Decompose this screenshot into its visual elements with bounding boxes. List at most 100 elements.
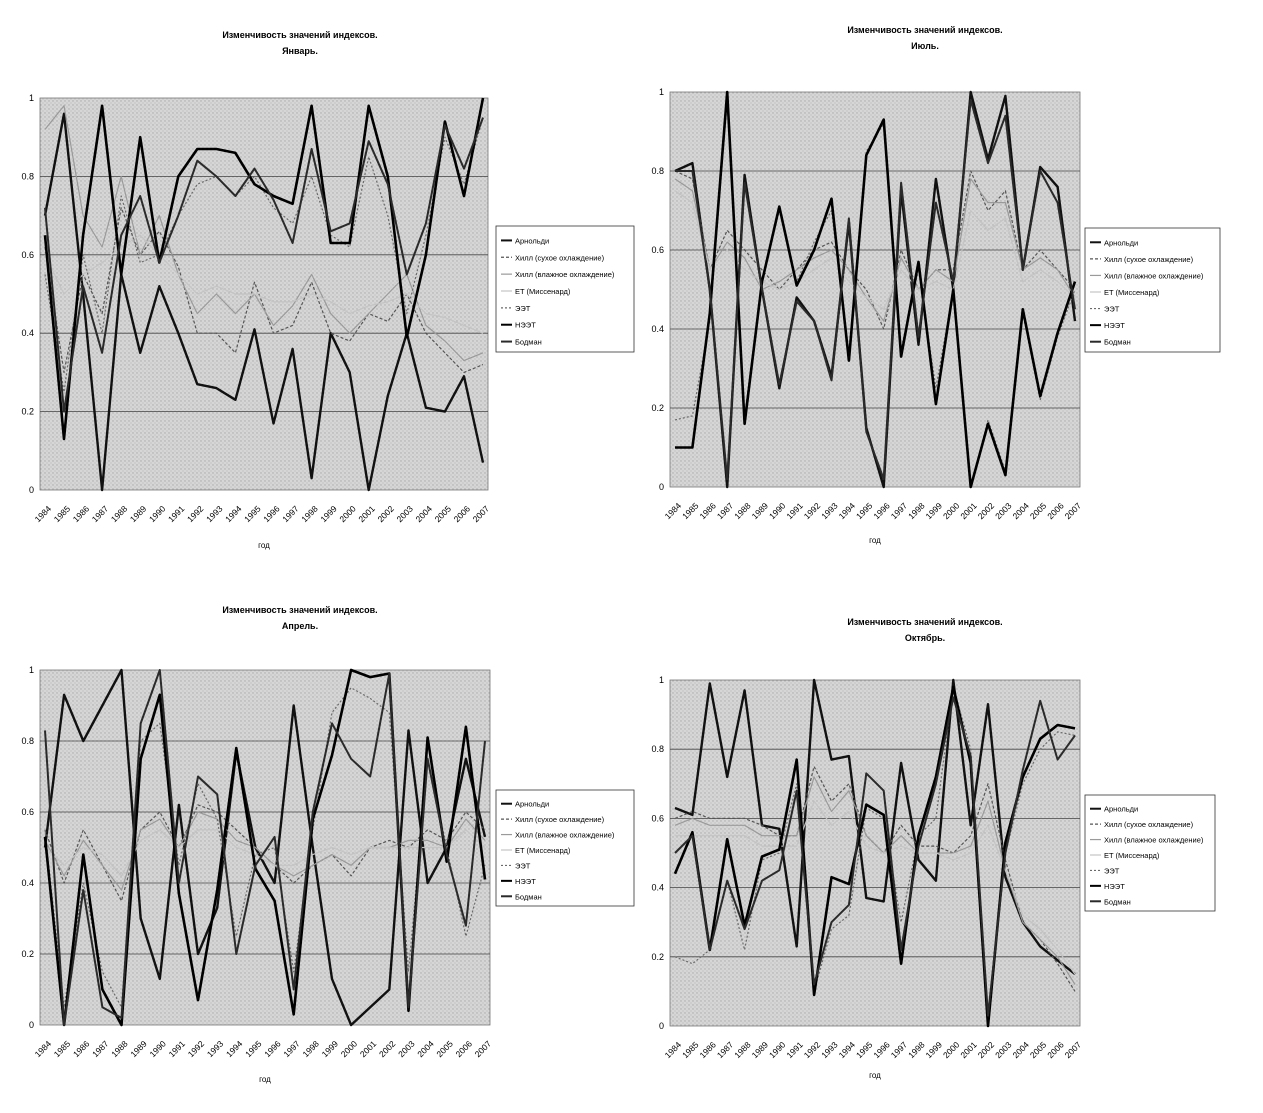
x-tick-label: 1986: [697, 1039, 718, 1060]
x-tick-label: 2002: [375, 503, 396, 524]
y-tick-label: 0.2: [651, 403, 664, 413]
x-axis-label: год: [258, 541, 270, 550]
x-tick-label: 1985: [680, 500, 701, 521]
chart-panel-1: Изменчивость значений индексов. Январь. 0 0…: [21, 30, 635, 550]
chart-title: Изменчивость значений индексов.: [847, 25, 1002, 35]
x-tick-label: 1992: [802, 500, 823, 521]
x-tick-label: 2006: [452, 503, 473, 524]
x-tick-label: 2001: [958, 500, 979, 521]
x-axis-label: год: [869, 536, 881, 545]
legend-entry: Хилл (влажное охлаждение): [1104, 836, 1204, 845]
x-tick-label: 1990: [147, 503, 168, 524]
y-tick-label: 1: [29, 93, 34, 103]
x-tick-label: 1994: [223, 503, 244, 524]
y-tick-label: 0.8: [21, 736, 34, 746]
x-tick-label: 1985: [52, 503, 73, 524]
x-tick-label: 1987: [715, 500, 736, 521]
x-tick-label: 1989: [128, 1038, 149, 1059]
x-tick-label: 1995: [242, 503, 263, 524]
x-tick-label: 1987: [90, 1038, 111, 1059]
chart-title: Изменчивость значений индексов.: [847, 617, 1002, 627]
x-tick-label: 1988: [109, 503, 130, 524]
x-tick-label: 1995: [854, 500, 875, 521]
y-tick-label: 0.2: [21, 407, 34, 417]
legend-entry: Бодман: [515, 338, 542, 347]
x-tick-label: 1984: [33, 1038, 54, 1059]
x-tick-label: 1990: [147, 1038, 168, 1059]
x-tick-label: 1988: [109, 1038, 130, 1059]
x-tick-label: 1999: [320, 1038, 341, 1059]
x-tick-label: 1998: [906, 1039, 927, 1060]
legend-entry: Бодман: [1104, 338, 1131, 347]
x-tick-label: 2001: [358, 1038, 379, 1059]
legend-entry: ET (Миссенард): [515, 287, 571, 296]
x-tick-label: 2004: [1010, 500, 1031, 521]
x-tick-label: 1987: [715, 1039, 736, 1060]
series-line-6: [673, 685, 1076, 1028]
legend-entry: Хилл (сухое охлаждение): [1104, 820, 1194, 829]
legend-entry: НЭЭТ: [1104, 882, 1125, 891]
legend-entry: Арнольди: [1104, 805, 1138, 814]
series-line-3: [44, 811, 486, 891]
legend-entry: ЭЭТ: [515, 304, 531, 313]
x-tick-label: 1999: [924, 500, 945, 521]
legend-entry: Арнольди: [515, 800, 549, 809]
y-tick-label: 0: [29, 1020, 34, 1030]
series-line-4: [674, 190, 1076, 310]
series-line-1: [674, 678, 1076, 976]
x-tick-label: 1996: [871, 500, 892, 521]
x-tick-label: 1991: [167, 1038, 188, 1059]
x-tick-label: 1997: [889, 1039, 910, 1060]
series-line-4: [675, 800, 1076, 975]
legend-box: [1084, 227, 1221, 353]
series-line-3: [674, 178, 1076, 322]
y-tick-label: 0.6: [21, 250, 34, 260]
x-tick-label: 1993: [819, 1039, 840, 1060]
x-tick-label: 2004: [414, 503, 435, 524]
y-tick-label: 0.8: [651, 166, 664, 176]
legend-entry: Хилл (сухое охлаждение): [1104, 255, 1194, 264]
chart-subtitle: Июль.: [911, 41, 939, 51]
x-tick-label: 1990: [767, 500, 788, 521]
x-tick-label: 1997: [281, 1038, 302, 1059]
x-tick-label: 2005: [434, 1038, 455, 1059]
legend: Арнольди Хилл (сухое охлаждение) Хилл (вла…: [1084, 227, 1221, 353]
y-tick-label: 0: [29, 485, 34, 495]
chart-panel-4: Изменчивость значений индексов. Октябрь. 0…: [651, 617, 1216, 1080]
x-tick-label: 1989: [750, 1039, 771, 1060]
legend-box: [495, 225, 635, 353]
legend-entry: Хилл (сухое охлаждение): [515, 815, 605, 824]
x-tick-label: 2000: [339, 1038, 360, 1059]
x-tick-label: 2007: [1063, 1039, 1084, 1060]
plot-area: [669, 679, 1081, 1027]
x-tick-label: 2001: [958, 1039, 979, 1060]
x-tick-label: 1989: [128, 503, 149, 524]
legend-entry: ET (Миссенард): [1104, 851, 1160, 860]
x-tick-label: 2000: [941, 500, 962, 521]
chart-panel-2: Изменчивость значений индексов. Июль. 0 0.2…: [651, 25, 1221, 545]
x-tick-label: 1988: [732, 1039, 753, 1060]
legend-entry: НЭЭТ: [515, 877, 536, 886]
x-tick-label: 1991: [166, 503, 187, 524]
chart-subtitle: Январь.: [282, 46, 318, 56]
series-line-6: [43, 97, 485, 441]
legend-entry: Хилл (влажное охлаждение): [515, 270, 615, 279]
x-tick-label: 2006: [454, 1038, 475, 1059]
legend-entry: ET (Миссенард): [515, 846, 571, 855]
x-tick-label: 2000: [941, 1039, 962, 1060]
x-tick-label: 1997: [280, 503, 301, 524]
x-tick-label: 1994: [224, 1038, 245, 1059]
x-tick-label: 1992: [802, 1039, 823, 1060]
x-tick-label: 2003: [396, 1038, 417, 1059]
x-tick-label: 1998: [300, 1038, 321, 1059]
y-tick-label: 0.4: [651, 883, 664, 893]
series-line-1: [43, 112, 485, 492]
x-tick-label: 1997: [889, 500, 910, 521]
x-tick-label: 1994: [837, 500, 858, 521]
x-tick-label: 1994: [837, 1039, 858, 1060]
series-line-7: [44, 669, 486, 1026]
x-tick-label: 2002: [976, 500, 997, 521]
legend-box: [495, 789, 635, 907]
